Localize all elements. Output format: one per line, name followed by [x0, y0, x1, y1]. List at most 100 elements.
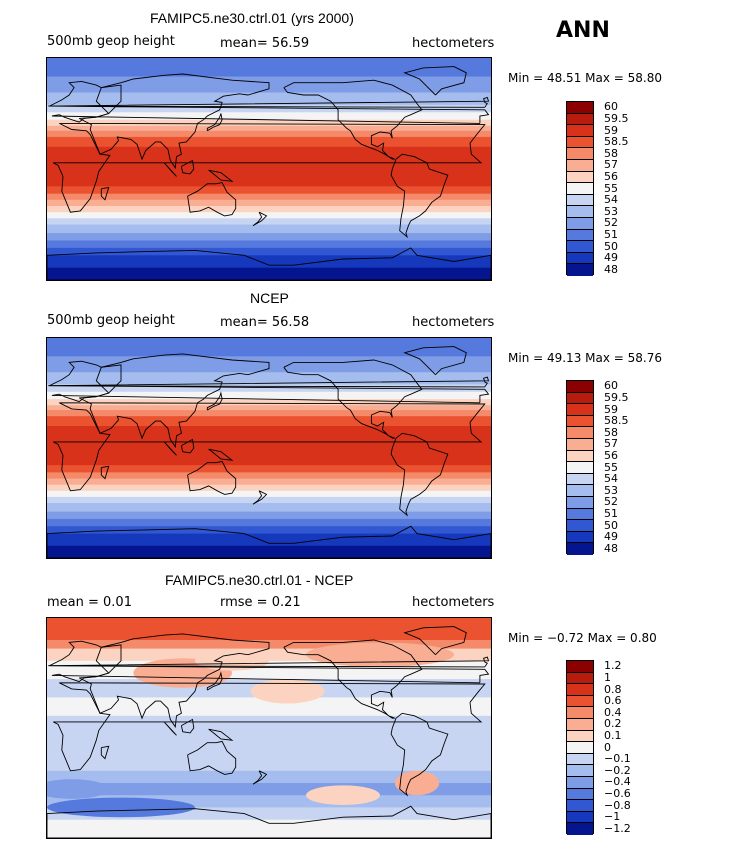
colorbar-swatch: [567, 392, 593, 405]
colorbar-swatch: [567, 543, 593, 555]
colorbar-tick-label: 0.2: [604, 717, 622, 731]
contour-band: [47, 224, 491, 234]
contour-band: [47, 104, 491, 113]
colorbar-tick-label: 57: [604, 437, 618, 451]
colorbar-tick-label: −1: [604, 810, 621, 824]
colorbar-tick-label: 57: [604, 158, 618, 172]
coastline-newguinea: [208, 728, 234, 741]
coastline-greenland: [403, 66, 467, 96]
coastline-greenland: [403, 626, 467, 656]
contour-anomaly: [195, 651, 269, 671]
season-label: ANN: [556, 18, 610, 43]
coastline-indonesia1: [163, 441, 177, 456]
contour-band: [47, 212, 491, 219]
contour-band: [47, 511, 491, 520]
coastline-japan: [206, 391, 223, 411]
colorbar-swatch: [567, 438, 593, 451]
contour-band: [47, 247, 491, 256]
contour-band: [47, 267, 491, 280]
colorbar-tick-label: 50: [604, 518, 618, 532]
contour-band: [47, 416, 491, 427]
colorbar-tick-label: 60: [604, 100, 618, 114]
contour-band: [47, 783, 491, 796]
colorbar-swatch: [567, 159, 593, 172]
coastline-asia: [78, 353, 270, 449]
coastline-australia: [187, 740, 237, 775]
contour-band: [47, 405, 491, 411]
coastline-namerica: [283, 79, 423, 160]
colorbar-tick-label: 55: [604, 460, 618, 474]
colorbar-swatch: [567, 485, 593, 497]
panel2-units-label: hectometers: [412, 315, 495, 330]
colorbar-tick-label: 53: [604, 204, 618, 218]
colorbar-swatch: [567, 473, 593, 486]
colorbar-swatch: [567, 661, 593, 673]
contour-band: [47, 618, 491, 641]
colorbar-swatch: [567, 183, 593, 195]
coastline-antarctica: [47, 525, 491, 558]
panel1-variable-label: 500mb geop height: [47, 34, 175, 49]
coastline-africa: [53, 682, 486, 772]
contour-band: [47, 465, 491, 473]
colorbar-swatch: [567, 508, 593, 521]
colorbar-swatch: [567, 194, 593, 207]
colorbar-swatch: [567, 206, 593, 218]
contour-band: [47, 240, 491, 249]
coastline-newguinea: [208, 448, 234, 461]
coastline-newguinea: [208, 169, 234, 182]
colorbar-tick-label: 58: [604, 425, 618, 439]
contour-band: [47, 410, 491, 417]
panel2-minmax: Min = 49.13 Max = 58.76: [508, 351, 662, 365]
panel2-contour-field: [47, 338, 491, 558]
coastline-indonesia2: [180, 438, 195, 454]
colorbar-swatch: [567, 800, 593, 812]
colorbar-swatch: [567, 462, 593, 474]
coastline-asia: [78, 633, 270, 729]
coastline-australia: [187, 182, 237, 217]
colorbar-swatch: [567, 427, 593, 439]
colorbar-tick-label: 59: [604, 402, 618, 416]
coastline-indonesia2: [180, 718, 195, 734]
colorbar-tick-label: 58.5: [604, 414, 629, 428]
colorbar-swatch: [567, 381, 593, 393]
colorbar-swatch: [567, 252, 593, 265]
contour-anomaly: [47, 779, 109, 799]
panel3-colorbar: [566, 660, 594, 835]
coastline-japan: [206, 671, 223, 691]
contour-band: [47, 478, 491, 486]
panel2-title: NCEP: [250, 290, 289, 306]
colorbar-swatch: [567, 788, 593, 801]
colorbar-tick-label: 51: [604, 227, 618, 241]
panel1-map: [46, 57, 492, 281]
contour-band: [47, 697, 491, 717]
contour-bands: [47, 338, 491, 558]
colorbar-swatch: [567, 148, 593, 160]
colorbar-tick-label: 0.4: [604, 705, 622, 719]
colorbar-swatch: [567, 171, 593, 184]
panel2-variable-label: 500mb geop height: [47, 313, 175, 328]
coastline-outlines: [47, 626, 491, 838]
panel2-map: [46, 337, 492, 559]
colorbar-tick-label: 54: [604, 193, 618, 207]
colorbar-tick-label: 55: [604, 181, 618, 195]
panel3-map: [46, 617, 492, 839]
contour-anomaly: [306, 642, 454, 667]
colorbar-swatch: [567, 415, 593, 428]
coastline-uk: [48, 376, 490, 388]
coastline-antarctica: [47, 247, 491, 280]
contour-band: [47, 218, 491, 225]
colorbar-swatch: [567, 217, 593, 230]
contour-band: [47, 518, 491, 527]
coastline-samerica: [390, 153, 449, 239]
coastline-uk: [48, 656, 490, 668]
colorbar-swatch: [567, 520, 593, 532]
colorbar-swatch: [567, 264, 593, 276]
coastline-namerica: [283, 359, 423, 439]
colorbar-swatch: [567, 531, 593, 544]
coastline-antarctica: [47, 805, 491, 838]
coastline-indonesia2: [180, 159, 195, 175]
colorbar-tick-label: 0.8: [604, 682, 622, 696]
colorbar-tick-label: 1: [604, 670, 611, 684]
contour-band: [47, 146, 491, 187]
colorbar-swatch: [567, 753, 593, 766]
